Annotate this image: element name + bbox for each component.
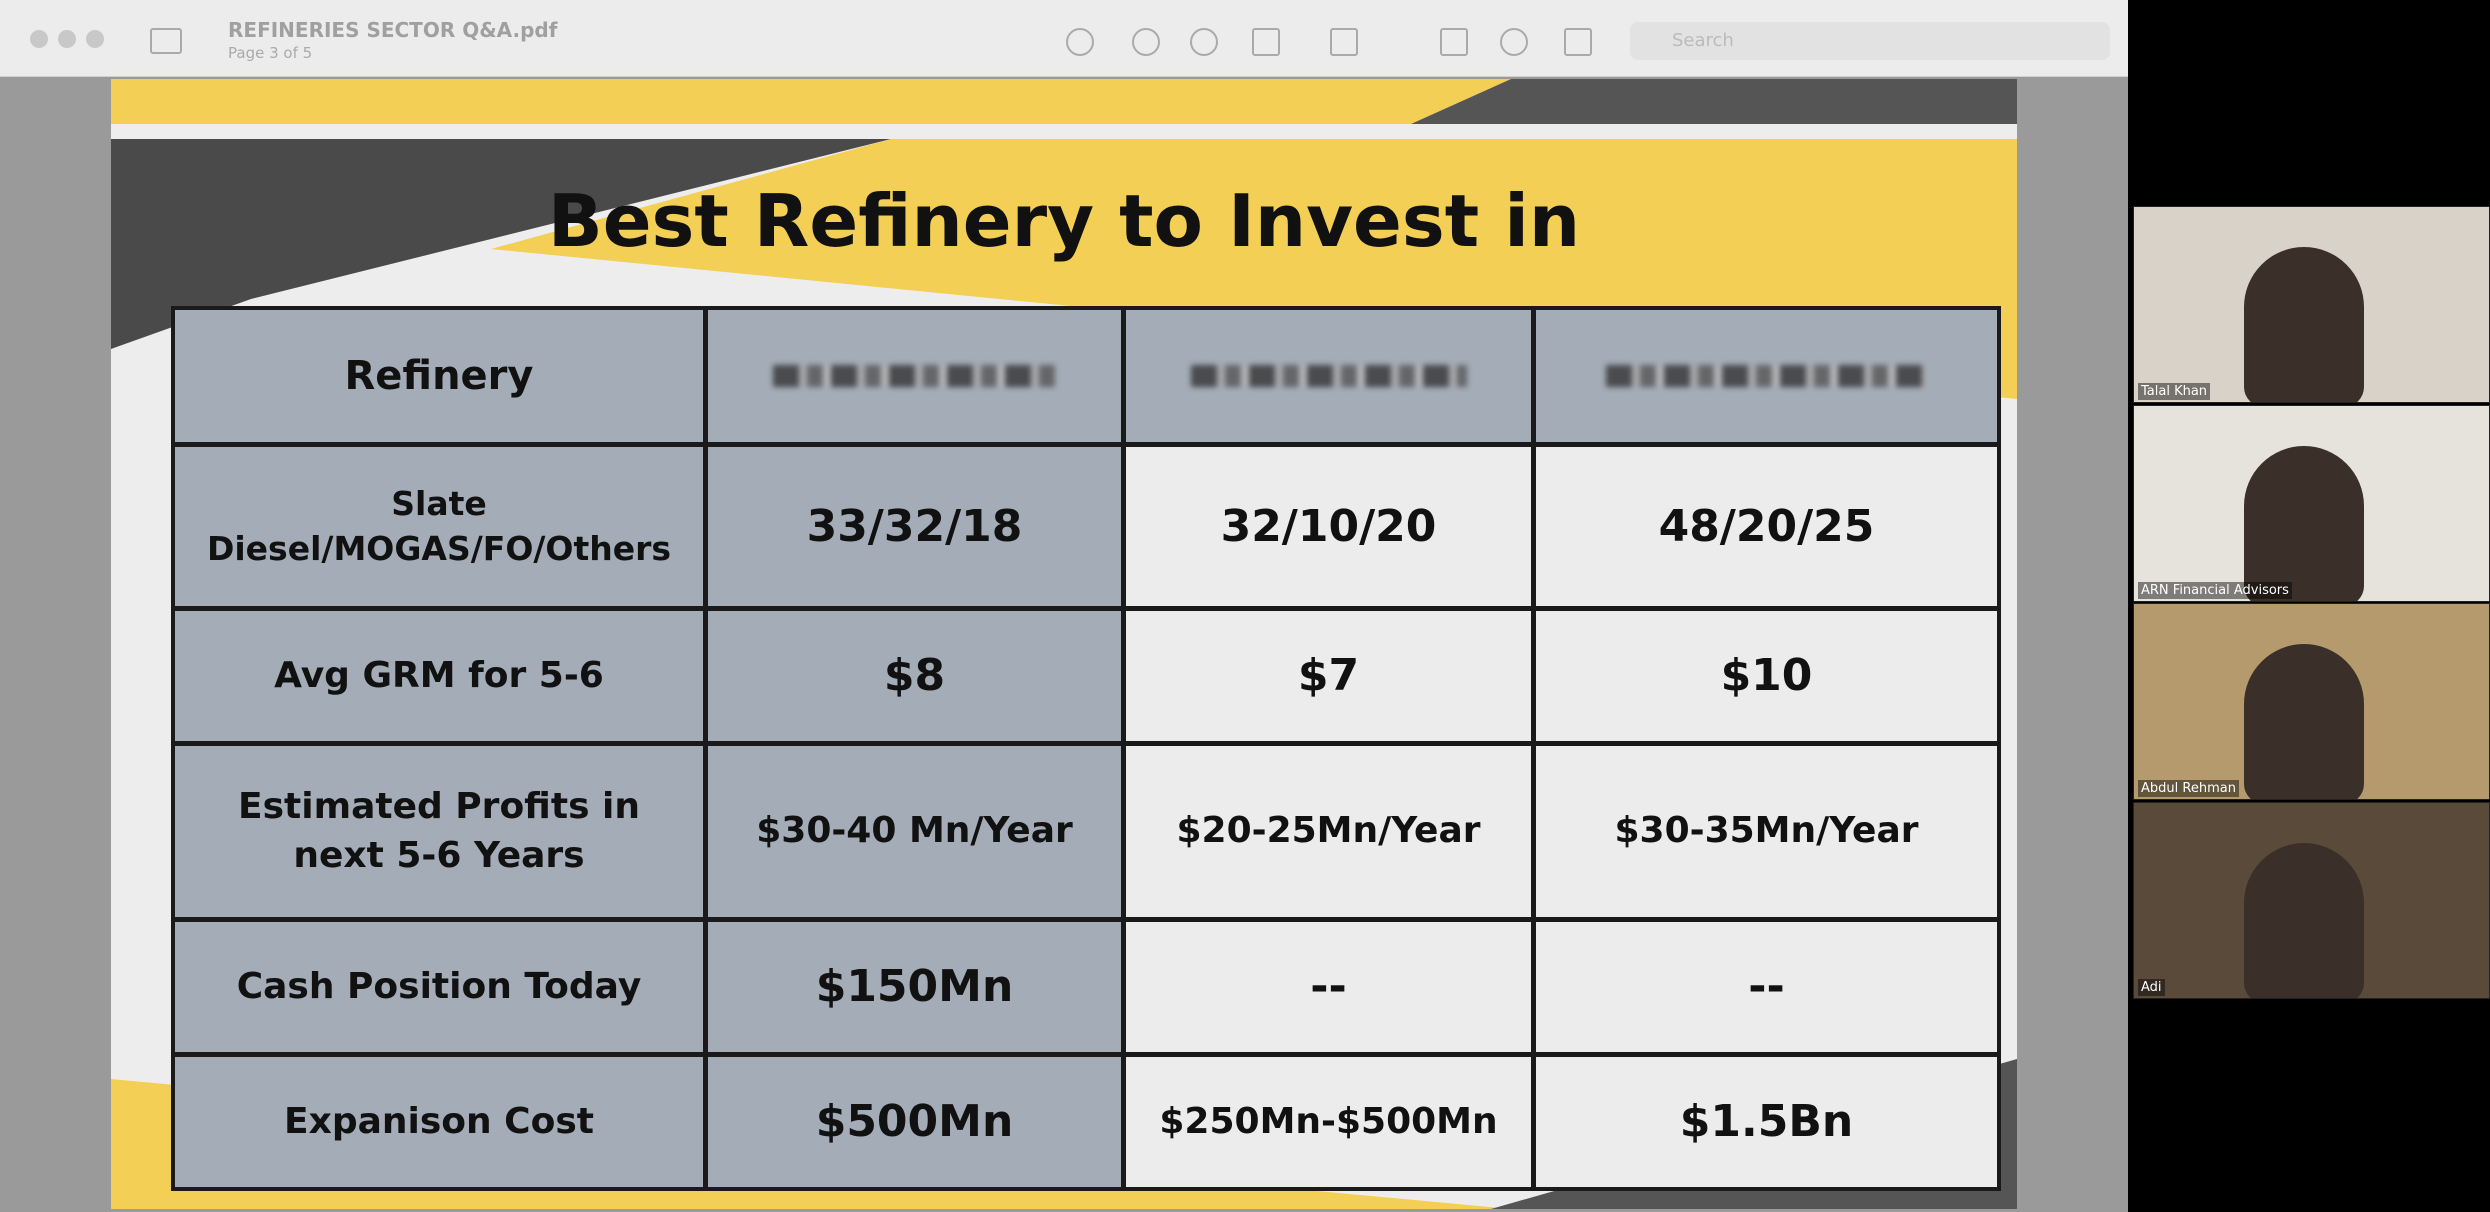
value-cell: 33/32/18 xyxy=(708,447,1121,606)
participant-avatar xyxy=(2244,247,2364,402)
value-cell: $150Mn xyxy=(708,922,1121,1052)
redacted-header xyxy=(1536,310,1997,442)
redacted-header xyxy=(708,310,1121,442)
participant-avatar xyxy=(2244,644,2364,799)
sidebar-toggle[interactable] xyxy=(150,28,182,54)
value-cell: -- xyxy=(1126,922,1531,1052)
value-cell: -- xyxy=(1536,922,1997,1052)
participant-name: Abdul Rehman xyxy=(2138,780,2239,797)
header-cell: Refinery xyxy=(175,310,703,442)
row-label: Cash Position Today xyxy=(175,922,703,1052)
row-label: Slate Diesel/MOGAS/FO/Others xyxy=(175,447,703,606)
value-cell: 32/10/20 xyxy=(1126,447,1531,606)
participant-avatar xyxy=(2244,843,2364,998)
value-cell: $20-25Mn/Year xyxy=(1126,746,1531,917)
search-placeholder: Search xyxy=(1672,30,1734,51)
zoom-button[interactable] xyxy=(86,30,104,48)
zoom-in-button[interactable] xyxy=(1190,28,1218,56)
slide: Best Refinery to Invest in Refinery Slat… xyxy=(111,79,2017,1209)
rotate-button[interactable] xyxy=(1440,28,1468,56)
row-label: Estimated Profits in next 5-6 Years xyxy=(175,746,703,917)
form-button[interactable] xyxy=(1564,28,1592,56)
value-cell: $1.5Bn xyxy=(1536,1057,1997,1187)
share-button[interactable] xyxy=(1252,28,1280,56)
participant-avatar xyxy=(2244,446,2364,601)
value-cell: $7 xyxy=(1126,611,1531,741)
zoom-out-button[interactable] xyxy=(1132,28,1160,56)
row-label: Avg GRM for 5-6 xyxy=(175,611,703,741)
comparison-table: Refinery Slate Diesel/MOGAS/FO/Others 33/… xyxy=(171,306,2001,1191)
value-cell: 48/20/25 xyxy=(1536,447,1997,606)
participant-name: ARN Financial Advisors xyxy=(2138,582,2292,599)
slide-title: Best Refinery to Invest in xyxy=(547,179,1581,263)
page-info: Page 3 of 5 xyxy=(228,44,313,62)
info-button[interactable] xyxy=(1066,28,1094,56)
annotate-button[interactable] xyxy=(1500,28,1528,56)
video-tile: Talal Khan xyxy=(2133,206,2490,403)
minimize-button[interactable] xyxy=(58,30,76,48)
file-name: REFINERIES SECTOR Q&A.pdf xyxy=(228,18,558,42)
value-cell: $8 xyxy=(708,611,1121,741)
video-tile: Abdul Rehman xyxy=(2133,603,2490,800)
value-cell: $30-35Mn/Year xyxy=(1536,746,1997,917)
video-tile: ARN Financial Advisors xyxy=(2133,405,2490,602)
redacted-header xyxy=(1126,310,1531,442)
value-cell: $10 xyxy=(1536,611,1997,741)
value-cell: $500Mn xyxy=(708,1057,1121,1187)
markup-button[interactable] xyxy=(1330,28,1358,56)
close-button[interactable] xyxy=(30,30,48,48)
row-label: Expanison Cost xyxy=(175,1057,703,1187)
pdf-viewer: REFINERIES SECTOR Q&A.pdf Page 3 of 5 Se… xyxy=(0,0,2128,1212)
search-field[interactable]: Search xyxy=(1630,22,2110,60)
toolbar: REFINERIES SECTOR Q&A.pdf Page 3 of 5 Se… xyxy=(0,0,2128,77)
value-cell: $30-40 Mn/Year xyxy=(708,746,1121,917)
video-tile: Adi xyxy=(2133,802,2490,999)
participant-name: Talal Khan xyxy=(2138,383,2211,400)
value-cell: $250Mn-$500Mn xyxy=(1126,1057,1531,1187)
participant-name: Adi xyxy=(2138,979,2165,996)
